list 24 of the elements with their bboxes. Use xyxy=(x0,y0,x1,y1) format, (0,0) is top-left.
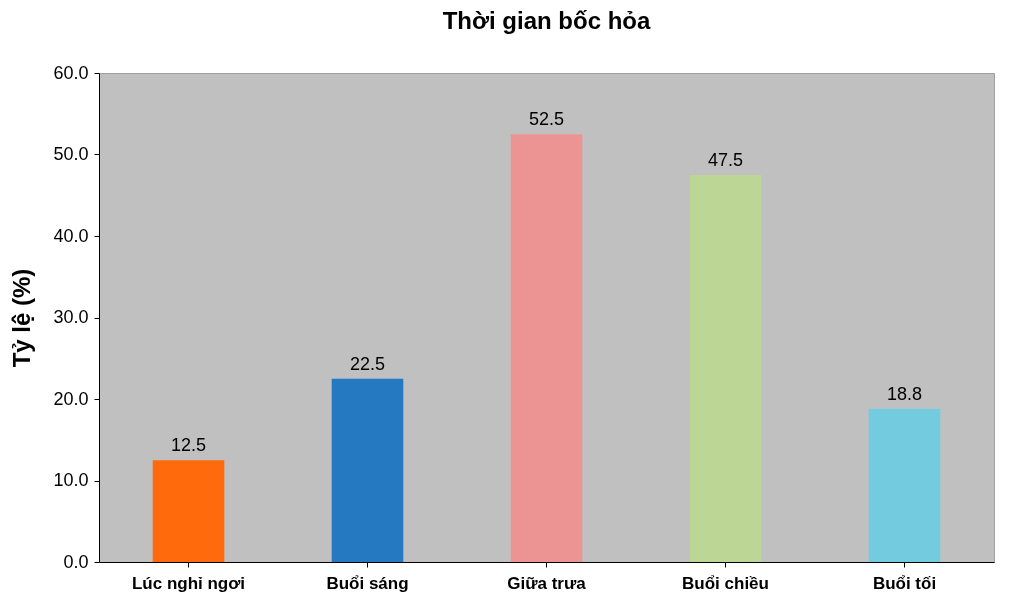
bar xyxy=(510,134,583,562)
x-tick-label: Buổi chiều xyxy=(682,573,769,593)
data-label: 47.5 xyxy=(707,149,744,170)
x-tick-label: Buổi tối xyxy=(872,573,937,593)
bar xyxy=(331,378,404,562)
y-tick-label: 40.0 xyxy=(53,225,89,246)
y-tick-label: 0.0 xyxy=(63,551,89,572)
chart-title: Thời gian bốc hỏa xyxy=(442,7,652,34)
bar xyxy=(868,408,941,562)
bar xyxy=(689,174,762,562)
data-label: 52.5 xyxy=(528,109,565,130)
y-axis-title: Tỷ lệ (%) xyxy=(8,268,36,368)
y-tick-label: 10.0 xyxy=(53,470,89,490)
y-tick-label: 30.0 xyxy=(53,307,89,327)
data-label: 22.5 xyxy=(349,353,386,374)
y-tick-label: 50.0 xyxy=(53,144,89,164)
data-label: 18.8 xyxy=(886,383,923,404)
x-tick-label: Giữa trưa xyxy=(507,573,587,593)
data-label: 12.5 xyxy=(170,435,207,456)
bar xyxy=(152,460,225,562)
y-tick-label: 20.0 xyxy=(53,388,89,409)
x-tick-label: Lúc nghỉ ngơi xyxy=(131,573,246,593)
x-tick-label: Buổi sáng xyxy=(326,573,409,593)
y-tick-label: 60.0 xyxy=(53,62,89,83)
